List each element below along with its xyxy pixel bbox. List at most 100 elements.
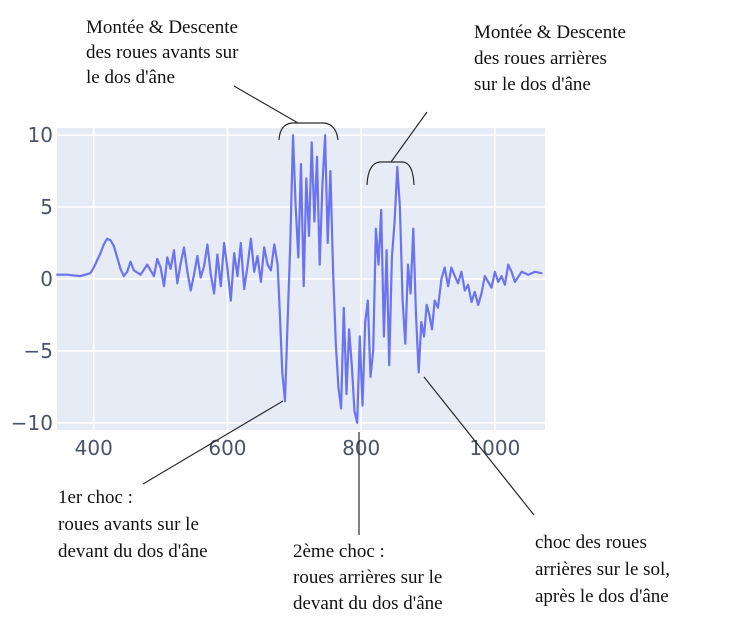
- tick-layer: 400 600 800 1000 10 5 0 −5 −10: [11, 123, 521, 460]
- data-point: [226, 268, 229, 270]
- data-point: [109, 239, 112, 242]
- data-point: [385, 249, 388, 252]
- data-point: [332, 270, 334, 273]
- front-wheels-leader: [233, 85, 299, 124]
- data-point: [146, 263, 149, 266]
- annotation-first-shock-line: roues avants sur le: [58, 514, 199, 535]
- data-point: [326, 242, 329, 244]
- data-point: [369, 375, 372, 378]
- data-point: [203, 265, 206, 267]
- data-point: [126, 270, 129, 273]
- y-tick-label: 10: [28, 123, 53, 147]
- data-point: [540, 272, 543, 275]
- annotation-first-shock-line: devant du dos d'âne: [58, 541, 208, 562]
- data-point: [324, 134, 326, 137]
- data-point: [305, 177, 308, 180]
- data-point: [425, 304, 428, 306]
- data-point: [337, 386, 340, 388]
- data-point: [273, 243, 276, 246]
- x-tick-label: 800: [342, 436, 380, 460]
- data-point: [112, 245, 115, 247]
- data-point: [500, 275, 503, 277]
- data-point: [361, 404, 364, 407]
- data-point: [460, 270, 463, 273]
- data-point: [79, 275, 82, 277]
- data-point: [310, 141, 313, 144]
- data-point: [253, 270, 256, 273]
- data-point: [166, 256, 169, 259]
- data-point: [463, 289, 466, 292]
- data-point: [366, 299, 369, 302]
- data-point: [510, 270, 513, 273]
- data-point: [173, 249, 175, 252]
- data-point: [423, 335, 425, 338]
- data-point: [494, 270, 496, 273]
- annotation-rear-ground-shock-line: arrières sur le sol,: [535, 559, 670, 580]
- x-tick-label: 1000: [469, 436, 520, 460]
- data-point: [106, 237, 108, 240]
- annotation-first-shock: 1er choc : roues avants sur le devant du…: [58, 487, 208, 562]
- data-point: [89, 272, 92, 275]
- annotation-rear-wheels-line: sur le dos d'âne: [474, 74, 591, 95]
- data-point: [480, 292, 483, 295]
- data-point: [66, 273, 68, 276]
- data-point: [289, 242, 292, 244]
- annotation-second-shock: 2ème choc : roues arrières sur le devant…: [293, 541, 447, 614]
- annotation-second-shock-line: 2ème choc :: [293, 541, 385, 562]
- data-point: [169, 268, 172, 270]
- data-point: [453, 275, 456, 277]
- data-point: [497, 281, 500, 283]
- data-point: [345, 393, 348, 395]
- data-point: [527, 273, 530, 276]
- data-point: [316, 155, 318, 158]
- x-tick-label: 600: [208, 436, 246, 460]
- data-point: [313, 220, 316, 223]
- data-point: [318, 263, 321, 266]
- data-point: [116, 256, 119, 259]
- data-point: [428, 314, 431, 316]
- data-point: [353, 410, 356, 413]
- data-point: [404, 342, 407, 345]
- data-point: [263, 246, 266, 249]
- annotation-first-shock-line: 1er choc :: [58, 487, 133, 508]
- data-point: [153, 275, 155, 277]
- data-point: [520, 270, 523, 273]
- data-point: [490, 286, 493, 289]
- annotation-rear-wheels: Montée & Descente des roues arrières sur…: [474, 22, 631, 95]
- data-point: [236, 275, 239, 277]
- data-point: [364, 321, 367, 323]
- data-point: [186, 270, 189, 273]
- data-point: [302, 285, 305, 288]
- data-point: [179, 262, 182, 265]
- y-tick-label: 0: [40, 267, 53, 291]
- data-point: [504, 283, 506, 286]
- data-point: [284, 400, 286, 403]
- data-point: [209, 273, 212, 276]
- data-point: [129, 260, 132, 263]
- data-point: [199, 276, 202, 279]
- data-point: [473, 291, 476, 293]
- annotation-rear-wheels-line: des roues arrières: [474, 48, 607, 69]
- data-point: [334, 342, 337, 345]
- data-point: [133, 269, 135, 272]
- data-point: [356, 421, 359, 424]
- first-shock-leader: [142, 400, 284, 485]
- data-point: [483, 275, 486, 277]
- data-point: [393, 220, 396, 223]
- data-point: [358, 335, 361, 338]
- data-point: [375, 227, 377, 230]
- data-point: [534, 270, 536, 273]
- annotation-rear-ground-shock-line: après le dos d'âne: [535, 586, 669, 607]
- data-point: [443, 266, 446, 269]
- data-point: [183, 246, 185, 249]
- data-point: [514, 281, 516, 283]
- data-point: [450, 266, 453, 269]
- data-point: [300, 163, 302, 165]
- data-point: [308, 235, 310, 237]
- data-point: [266, 263, 269, 266]
- data-point: [176, 282, 179, 285]
- data-point: [256, 255, 259, 257]
- y-tick-label: −5: [24, 339, 53, 363]
